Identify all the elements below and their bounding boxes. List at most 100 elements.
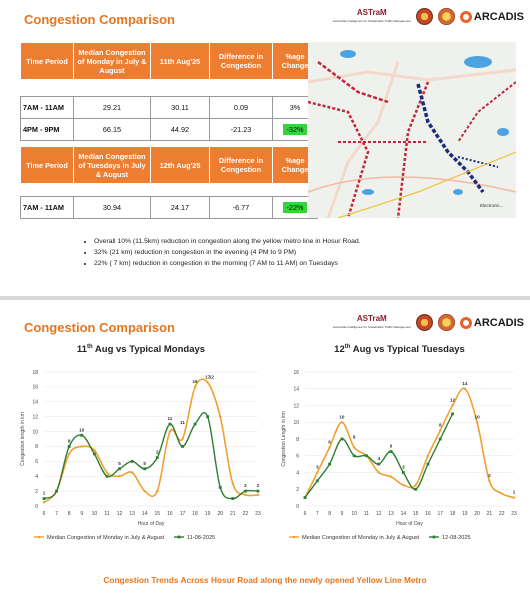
x-tick-label: 6 <box>43 511 46 517</box>
table-row: 4PM - 9PM 66.15 44.92 -21.23 -32% <box>20 118 318 141</box>
table-header: Difference in Congestion <box>209 42 273 80</box>
y-tick-label: 12 <box>32 414 38 420</box>
series-point <box>328 446 331 449</box>
series-point <box>130 459 134 463</box>
x-tick-label: 8 <box>328 511 331 517</box>
table-header: Time Period <box>20 146 74 184</box>
y-tick-label: 8 <box>296 437 299 443</box>
logos: ASTraM Actionable Intelligence for Sustai… <box>333 8 524 25</box>
y-tick-label: 4 <box>296 470 299 476</box>
cell-period: 7AM - 11AM <box>20 96 74 119</box>
data-label: 2 <box>488 473 491 478</box>
chart-monday: 11th Aug vs Typical Mondays 0 2 4 6 8 10 12 14 16… <box>16 338 266 553</box>
legend-marker <box>37 535 41 539</box>
series-point <box>328 462 331 466</box>
map-label: Electronic... <box>480 203 504 208</box>
data-label: 12 <box>450 398 456 403</box>
cell-pct: -32% <box>272 118 318 141</box>
series-point <box>168 422 172 426</box>
map-graphic: Electronic... <box>308 42 516 218</box>
x-tick-label: 21 <box>487 511 493 517</box>
x-axis-label: Hour of Day <box>138 521 165 527</box>
series-point <box>402 483 405 487</box>
x-tick-label: 10 <box>351 511 357 517</box>
series-point <box>316 471 319 474</box>
series-point <box>155 456 159 460</box>
table-row: 7AM - 11AM 30.94 24.17 -6.77 -22% <box>20 196 318 219</box>
x-tick-label: 20 <box>217 511 223 517</box>
cell-diff: 0.09 <box>209 96 273 119</box>
legend-marker <box>292 535 296 539</box>
y-tick-label: 2 <box>35 489 38 495</box>
series-point <box>105 474 109 478</box>
x-tick-label: 16 <box>425 511 431 517</box>
data-label: 16 <box>192 379 198 384</box>
cell-diff: -21.23 <box>209 118 273 141</box>
x-tick-label: 6 <box>304 511 307 517</box>
slide-2: Congestion Comparison ASTraM Actionable I… <box>0 300 530 600</box>
pct-highlight: -22% <box>283 202 307 213</box>
series-point <box>143 467 147 471</box>
slide-2-title: Congestion Comparison <box>24 320 175 335</box>
x-tick-label: 14 <box>401 511 407 517</box>
x-tick-label: 22 <box>499 511 505 517</box>
y-tick-label: 10 <box>32 429 38 435</box>
y-tick-label: 10 <box>293 420 299 426</box>
series-point <box>92 452 96 456</box>
arcadis-icon <box>459 10 472 23</box>
y-tick-label: 16 <box>32 385 38 391</box>
data-label: 10 <box>475 414 481 419</box>
comparison-table-monday: Time Period Median Congestion of Monday … <box>20 42 318 141</box>
series-point <box>389 450 393 453</box>
data-label: 3 <box>316 465 319 470</box>
arcadis-logo: ARCADIS <box>459 10 524 23</box>
legend-label: 12-08-2025 <box>442 535 471 541</box>
series-point <box>500 492 503 495</box>
series-point <box>352 446 356 449</box>
series-point <box>401 471 405 474</box>
data-label: 8 <box>439 423 442 428</box>
x-tick-label: 23 <box>511 511 517 517</box>
x-tick-label: 15 <box>413 511 419 517</box>
series-point <box>389 475 393 478</box>
data-label: 10 <box>339 414 345 419</box>
x-tick-label: 12 <box>376 511 382 517</box>
series-point <box>181 437 184 441</box>
cell-day: 30.11 <box>150 96 210 119</box>
data-label: 10 <box>79 427 85 432</box>
series-point <box>414 483 417 487</box>
bullet: 32% (21 km) reduction in congestion in t… <box>94 247 361 258</box>
data-label: 4 <box>377 456 380 461</box>
series-point <box>93 448 96 452</box>
x-tick-label: 13 <box>388 511 394 517</box>
x-tick-label: 21 <box>230 511 236 517</box>
x-tick-label: 7 <box>55 511 58 517</box>
table-header: Time Period <box>20 42 74 80</box>
x-tick-label: 18 <box>192 511 198 517</box>
x-tick-label: 12 <box>117 511 123 517</box>
x-tick-label: 9 <box>80 511 83 517</box>
series-point <box>512 496 516 499</box>
x-tick-label: 19 <box>205 511 211 517</box>
series-point <box>340 437 344 441</box>
logos: ASTraM Actionable Intelligence for Sustai… <box>333 314 524 331</box>
arcadis-icon <box>459 316 472 329</box>
cell-median: 66.15 <box>73 118 151 141</box>
series-point <box>463 387 467 390</box>
x-tick-label: 16 <box>167 511 173 517</box>
y-tick-label: 14 <box>32 400 38 406</box>
x-tick-label: 17 <box>180 511 186 517</box>
series-point <box>143 489 146 493</box>
data-label: 17 <box>205 374 211 379</box>
x-tick-label: 17 <box>437 511 443 517</box>
comparison-table-tuesday: Time Period Median Congestion of Tuesday… <box>20 146 318 219</box>
slide-separator <box>0 296 530 300</box>
y-axis-label: Congestion Length in km <box>281 411 287 466</box>
legend-marker <box>432 535 436 539</box>
slide-1: Congestion Comparison ASTraM Actionable I… <box>0 0 530 296</box>
y-tick-label: 12 <box>293 403 299 409</box>
x-tick-label: 10 <box>92 511 98 517</box>
series-point <box>244 493 247 497</box>
series-point <box>55 489 58 493</box>
y-tick-label: 0 <box>296 504 299 510</box>
